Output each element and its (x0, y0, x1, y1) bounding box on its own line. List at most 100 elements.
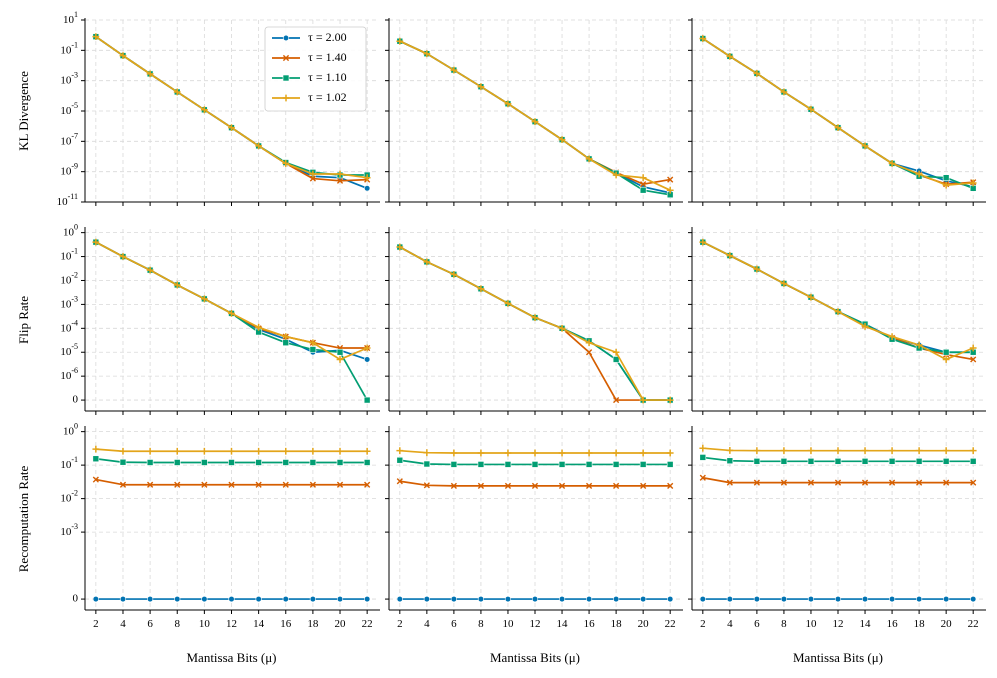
data-point (726, 52, 734, 60)
data-point (92, 476, 99, 483)
data-point (861, 447, 869, 455)
data-point (364, 356, 371, 363)
y-tick-label: 10-5 (60, 342, 78, 358)
data-point (255, 481, 262, 488)
data-point (201, 595, 208, 603)
data-point (363, 174, 371, 182)
data-point (861, 323, 869, 330)
data-point (363, 396, 371, 404)
data-point (282, 481, 289, 488)
data-point (92, 455, 100, 463)
data-point (640, 595, 647, 603)
y-axis-label: Recomputation Rate (16, 466, 31, 573)
data-point (585, 349, 593, 356)
data-point (282, 339, 290, 347)
chart-panel: 100 10-1 10-2 10-3 10-4 10-5 10-6 0 Flip Rate (16, 222, 380, 415)
data-point (504, 300, 512, 307)
data-point (255, 323, 263, 331)
data-point (639, 449, 647, 457)
data-point (558, 595, 566, 603)
data-point (477, 285, 485, 293)
data-point (807, 458, 815, 465)
data-point (942, 356, 950, 363)
data-point (969, 344, 977, 352)
data-point (585, 461, 593, 468)
y-tick-label: 10-3 (60, 522, 78, 538)
data-point (92, 595, 99, 603)
data-point (888, 479, 896, 486)
data-point (423, 595, 430, 603)
data-point (396, 243, 404, 251)
data-point (173, 459, 181, 466)
data-point (309, 595, 316, 603)
data-point (726, 479, 733, 486)
y-tick-label: 10-1 (60, 246, 78, 262)
data-point (282, 94, 290, 102)
data-point (861, 142, 869, 150)
data-point (666, 186, 674, 194)
y-tick-label: 10-5 (60, 101, 78, 117)
data-point (200, 295, 208, 303)
data-point (612, 356, 620, 363)
data-point (585, 449, 593, 457)
data-point (173, 281, 181, 289)
data-point (699, 474, 706, 481)
data-point (639, 186, 647, 194)
data-point (336, 356, 344, 363)
data-point (309, 346, 317, 353)
data-point (504, 482, 512, 489)
data-point (363, 344, 371, 352)
data-point (558, 449, 566, 457)
data-point (531, 482, 539, 489)
x-tick-label: 14 (557, 618, 569, 630)
data-point (585, 155, 593, 163)
x-tick-label: 6 (147, 618, 153, 630)
data-point (255, 447, 263, 455)
y-tick-label: 0 (73, 394, 79, 406)
data-point (336, 459, 344, 466)
y-tick-label: 10-1 (60, 40, 78, 56)
y-tick-label: 10-7 (60, 131, 78, 147)
x-tick-label: 18 (611, 618, 623, 630)
legend-box (264, 26, 367, 112)
data-point (228, 595, 235, 603)
data-point (147, 481, 154, 488)
x-tick-label: 2 (397, 618, 403, 630)
data-point (146, 447, 154, 455)
x-tick-label: 14 (860, 618, 872, 630)
data-point (309, 339, 317, 347)
data-point (753, 458, 761, 465)
data-point (943, 595, 950, 603)
data-point (228, 124, 235, 132)
x-tick-label: 12 (226, 618, 237, 630)
data-point (943, 479, 950, 486)
data-point (504, 595, 512, 603)
data-point (146, 459, 154, 466)
data-point (915, 447, 923, 455)
data-point (201, 481, 208, 488)
data-point (942, 458, 950, 465)
x-tick-label: 10 (199, 618, 211, 630)
data-point (726, 595, 733, 603)
data-point (364, 481, 371, 488)
x-axis-label: Mantissa Bits (μ) (186, 650, 276, 665)
x-tick-label: 18 (307, 618, 319, 630)
x-tick-label: 12 (530, 618, 541, 630)
data-point (396, 447, 404, 455)
data-point (477, 482, 485, 489)
data-point (969, 179, 977, 187)
data-point (309, 447, 317, 455)
data-point (753, 447, 761, 455)
data-point (807, 105, 815, 113)
y-tick-label: 10-6 (60, 366, 78, 382)
data-point (888, 595, 896, 603)
data-point (834, 595, 842, 603)
data-point (612, 171, 620, 179)
data-point (450, 66, 458, 74)
data-point (612, 461, 620, 468)
data-point (282, 74, 290, 82)
data-point (228, 310, 235, 317)
chart-panel: 2 4 6 8 10 12 14 16 18 20 22 Mantissa Bits (μ) (385, 426, 683, 665)
data-point (942, 181, 950, 189)
data-point (780, 595, 788, 603)
